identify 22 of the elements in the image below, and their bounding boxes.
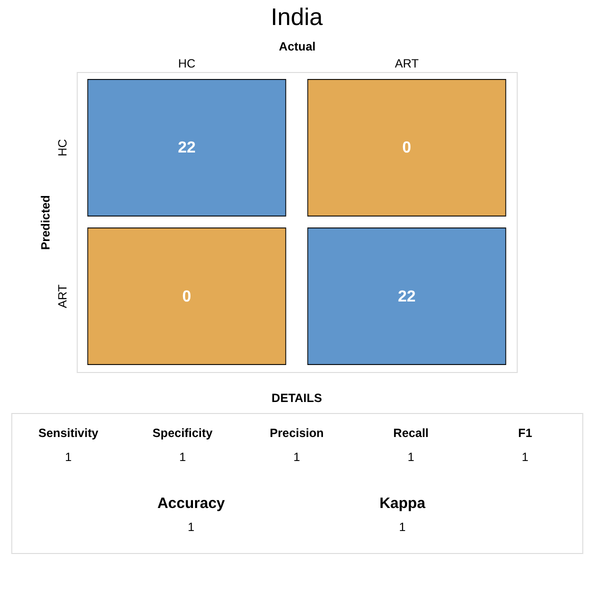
category-label: Accuracy	[157, 495, 226, 512]
data-label: 0	[402, 140, 412, 157]
y-axis-title: Predicted	[38, 195, 52, 250]
text: DETAILS	[272, 391, 322, 405]
category-label: F1	[518, 426, 532, 440]
category-label: Recall	[393, 426, 429, 440]
data-label: 1	[399, 520, 406, 534]
data-label: 1	[522, 450, 529, 464]
data-label: 0	[182, 288, 192, 306]
x-axis-title: Actual	[278, 40, 316, 54]
category-label: Precision	[270, 426, 324, 440]
data-label: 1	[293, 450, 300, 464]
category-label: Specificity	[152, 426, 213, 440]
category-label: Kappa	[379, 495, 426, 512]
data-label: 1	[179, 450, 186, 464]
category-label: Sensitivity	[38, 426, 99, 440]
data-label: 22	[398, 288, 416, 306]
data-label: 1	[65, 450, 72, 464]
data-label: 22	[178, 140, 196, 157]
data-label: 1	[408, 450, 415, 464]
data-label: 1	[188, 520, 195, 534]
chart-title: India	[270, 4, 324, 31]
